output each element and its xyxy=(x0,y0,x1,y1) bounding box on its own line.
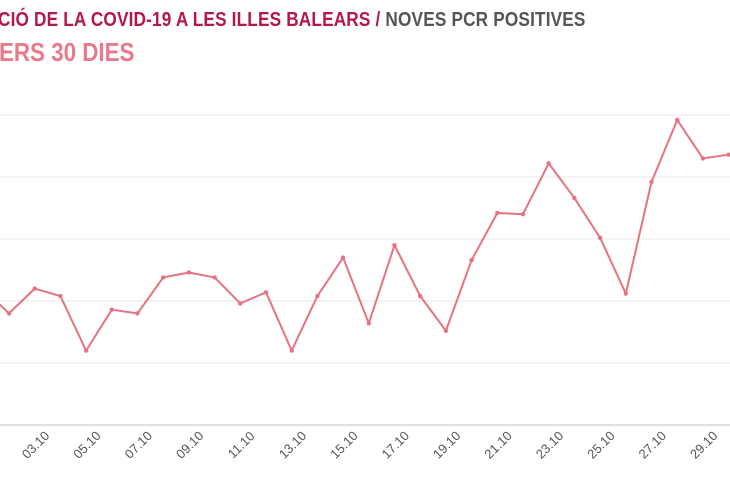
data-point xyxy=(263,290,269,295)
data-point xyxy=(109,307,115,312)
data-point xyxy=(161,275,166,280)
x-tick-label: 19.10 xyxy=(430,428,464,462)
data-point xyxy=(675,117,680,123)
data-point xyxy=(597,235,603,240)
title-separator: / xyxy=(370,9,386,31)
data-point xyxy=(520,212,526,217)
x-tick-label: 27.10 xyxy=(636,428,670,462)
data-point xyxy=(623,291,628,296)
data-point xyxy=(289,348,294,353)
data-point xyxy=(495,210,500,216)
data-point xyxy=(186,270,192,275)
x-tick-label: 29.10 xyxy=(687,428,721,462)
data-point xyxy=(340,255,346,260)
data-point xyxy=(392,243,397,248)
data-point xyxy=(315,293,320,299)
data-point xyxy=(83,348,89,353)
chart-subtitle: ERS 30 DIES xyxy=(0,37,135,67)
x-tick-label: 05.10 xyxy=(70,428,104,462)
data-point xyxy=(366,321,371,326)
data-point xyxy=(418,293,423,299)
data-point xyxy=(135,311,140,316)
x-tick-label: 03.10 xyxy=(19,428,53,462)
x-tick-label: 13.10 xyxy=(276,428,310,462)
series-line xyxy=(0,118,729,352)
x-tick-label: 17.10 xyxy=(379,428,413,462)
data-point xyxy=(6,311,12,316)
data-point xyxy=(546,161,551,166)
data-point xyxy=(700,156,706,161)
chart-title-sub: NOVES PCR POSITIVES xyxy=(385,9,586,31)
data-point xyxy=(572,195,577,201)
data-point xyxy=(238,301,243,306)
x-tick-label: 15.10 xyxy=(327,428,361,462)
data-point xyxy=(649,179,654,185)
data-point xyxy=(58,293,63,299)
data-point xyxy=(443,328,449,333)
x-tick-label: 09.10 xyxy=(173,428,207,462)
x-tick-label: 25.10 xyxy=(584,428,618,462)
x-tick-label: 07.10 xyxy=(122,428,156,462)
data-point xyxy=(212,275,217,280)
x-tick-label: 23.10 xyxy=(533,428,567,462)
data-point xyxy=(469,257,474,263)
data-point xyxy=(32,286,37,291)
chart-title-main: CIÓ DE LA COVID-19 A LES ILLES BALEARS xyxy=(0,9,371,31)
data-point xyxy=(726,152,730,157)
x-tick-label: 11.10 xyxy=(225,428,258,461)
x-tick-label: 21.10 xyxy=(481,428,515,462)
chart-title: CIÓ DE LA COVID-19 A LES ILLES BALEARS /… xyxy=(0,9,586,32)
